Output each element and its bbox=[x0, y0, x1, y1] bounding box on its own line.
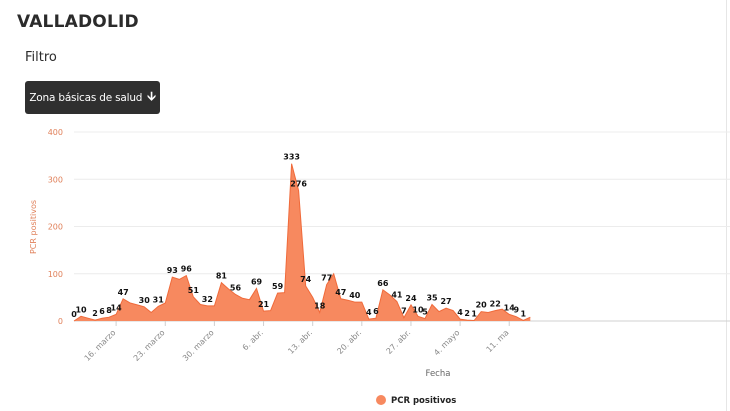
x-tick-label: 20. abr. bbox=[335, 328, 363, 356]
data-label: 31 bbox=[153, 295, 165, 304]
data-label: 20 bbox=[476, 301, 488, 310]
data-label: 51 bbox=[188, 286, 200, 295]
data-label: 24 bbox=[405, 294, 417, 303]
y-axis-title: PCR positivos bbox=[29, 200, 38, 254]
x-tick-label: 11. ma bbox=[485, 328, 511, 354]
data-label: 30 bbox=[139, 296, 151, 305]
data-label: 14 bbox=[504, 303, 516, 312]
legend-label: PCR positivos bbox=[391, 396, 456, 406]
data-label: 74 bbox=[300, 275, 312, 284]
data-label: 10 bbox=[75, 305, 87, 314]
data-label: 59 bbox=[272, 282, 284, 291]
data-label: 276 bbox=[290, 180, 307, 189]
y-tick-label: 0 bbox=[58, 317, 63, 326]
data-label: 27 bbox=[440, 297, 451, 306]
data-label: 32 bbox=[202, 295, 213, 304]
data-label: 47 bbox=[335, 288, 346, 297]
filter-label: Filtro bbox=[25, 50, 57, 65]
filter-button-label: Zona básicas de salud bbox=[29, 91, 143, 104]
data-label: 333 bbox=[283, 153, 300, 162]
arrow-down-icon: 🡫 bbox=[147, 89, 156, 103]
y-tick-label: 400 bbox=[48, 128, 63, 137]
x-tick-label: 4. mayo bbox=[432, 328, 461, 357]
data-label: 10 bbox=[412, 305, 424, 314]
x-tick-label: 30. marzo bbox=[181, 328, 216, 363]
x-tick-label: 6. abr. bbox=[241, 328, 265, 352]
data-label: 6 bbox=[99, 307, 105, 316]
data-label: 18 bbox=[314, 301, 326, 310]
y-tick-label: 300 bbox=[48, 175, 63, 184]
data-label: 47 bbox=[118, 288, 129, 297]
data-label: 56 bbox=[230, 284, 242, 293]
panel-border bbox=[726, 0, 727, 411]
series-line bbox=[73, 163, 531, 322]
data-label: 77 bbox=[321, 274, 332, 283]
data-label: 41 bbox=[391, 291, 403, 300]
data-label: 66 bbox=[377, 279, 389, 288]
y-tick-label: 100 bbox=[48, 270, 63, 279]
data-label: 69 bbox=[251, 277, 263, 286]
data-label: 22 bbox=[490, 300, 501, 309]
data-label: 7 bbox=[401, 307, 407, 316]
data-label: 93 bbox=[167, 266, 178, 275]
data-label: 4 bbox=[457, 308, 463, 317]
data-label: 14 bbox=[111, 303, 123, 312]
legend-marker bbox=[376, 395, 386, 405]
y-tick-label: 200 bbox=[48, 223, 63, 232]
y-axis-ticks: 0 100 200 300 400 bbox=[48, 128, 63, 326]
data-label: 35 bbox=[426, 293, 438, 302]
legend[interactable]: PCR positivos bbox=[376, 395, 456, 406]
data-label: 0 bbox=[71, 310, 77, 319]
x-tick-label: 23. marzo bbox=[132, 328, 167, 363]
x-axis-title: Fecha bbox=[426, 369, 451, 379]
zone-filter-button[interactable]: Zona básicas de salud 🡫 bbox=[25, 81, 160, 114]
data-label: 1 bbox=[471, 310, 477, 319]
x-tick-label: 16. marzo bbox=[83, 328, 118, 363]
data-label: 21 bbox=[258, 300, 270, 309]
data-label: 9 bbox=[513, 306, 519, 315]
data-label: 2 bbox=[92, 309, 98, 318]
data-label: 2 bbox=[464, 309, 470, 318]
data-label: 5 bbox=[422, 308, 428, 317]
data-label: 96 bbox=[181, 265, 193, 274]
page-title: VALLADOLID bbox=[17, 12, 139, 32]
x-axis-ticks: 16. marzo 23. marzo 30. marzo 6. abr. 13. ab… bbox=[83, 321, 511, 363]
data-label: 81 bbox=[216, 272, 228, 281]
x-tick-label: 27. abr. bbox=[385, 328, 413, 356]
data-label: 6 bbox=[373, 307, 379, 316]
data-label: 4 bbox=[366, 308, 372, 317]
data-label: 1 bbox=[520, 310, 526, 319]
data-label: 8 bbox=[106, 306, 112, 315]
x-tick-label: 13. abr. bbox=[286, 328, 314, 356]
data-label: 40 bbox=[349, 291, 361, 300]
